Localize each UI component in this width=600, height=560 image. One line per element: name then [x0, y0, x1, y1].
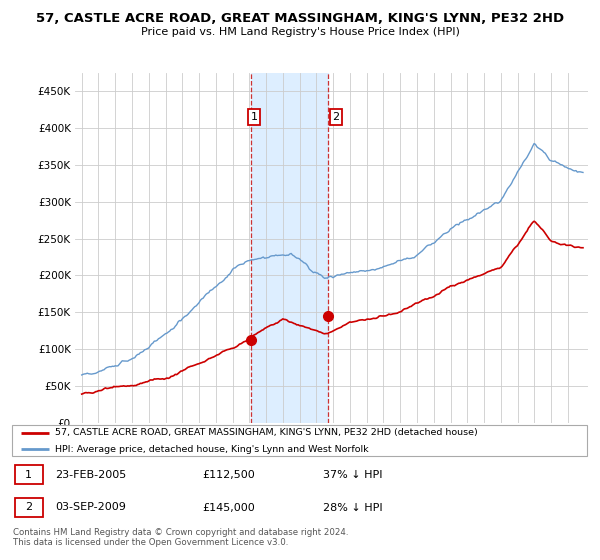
Bar: [251, 73, 328, 423]
FancyBboxPatch shape: [12, 424, 587, 456]
Text: £112,500: £112,500: [202, 470, 255, 480]
Text: 2: 2: [25, 502, 32, 512]
Text: 2: 2: [332, 112, 340, 122]
Text: 57, CASTLE ACRE ROAD, GREAT MASSINGHAM, KING'S LYNN, PE32 2HD (detached house): 57, CASTLE ACRE ROAD, GREAT MASSINGHAM, …: [55, 428, 478, 437]
Text: Contains HM Land Registry data © Crown copyright and database right 2024.
This d: Contains HM Land Registry data © Crown c…: [13, 528, 349, 548]
Text: 57, CASTLE ACRE ROAD, GREAT MASSINGHAM, KING'S LYNN, PE32 2HD: 57, CASTLE ACRE ROAD, GREAT MASSINGHAM, …: [36, 12, 564, 25]
Text: 37% ↓ HPI: 37% ↓ HPI: [323, 470, 383, 480]
Text: 03-SEP-2009: 03-SEP-2009: [55, 502, 126, 512]
Text: 1: 1: [250, 112, 257, 122]
Text: Price paid vs. HM Land Registry's House Price Index (HPI): Price paid vs. HM Land Registry's House …: [140, 27, 460, 37]
Text: 23-FEB-2005: 23-FEB-2005: [55, 470, 127, 480]
Text: £145,000: £145,000: [202, 502, 255, 512]
FancyBboxPatch shape: [15, 498, 43, 517]
FancyBboxPatch shape: [15, 465, 43, 484]
Text: HPI: Average price, detached house, King's Lynn and West Norfolk: HPI: Average price, detached house, King…: [55, 445, 369, 454]
Text: 1: 1: [25, 470, 32, 480]
Text: 28% ↓ HPI: 28% ↓ HPI: [323, 502, 383, 512]
